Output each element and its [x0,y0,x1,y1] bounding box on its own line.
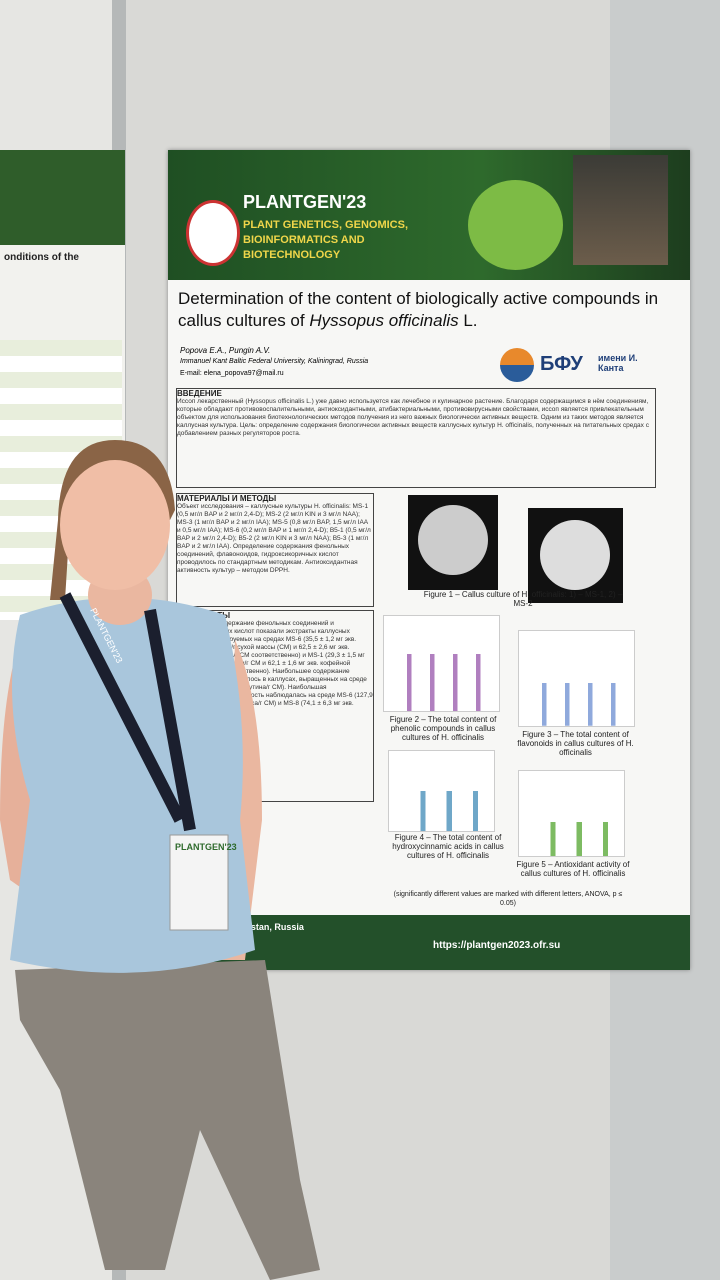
figure-caption: Figure 3 – The total content of flavonoi… [517,730,634,757]
figure-chart [388,750,495,832]
figure-caption: Figure 1 – Callus culture of H. officina… [423,590,623,608]
badge [169,834,229,931]
petri-dish [418,505,488,575]
poster: PLANTGEN'23 PLANT GENETICS, GENOMICS, BI… [168,150,690,970]
section-heading: ВВЕДЕНИЕ [177,389,222,398]
email: E-mail: elena_popova97@mail.ru [180,370,284,377]
face [60,460,170,590]
methods-box: МАТЕРИАЛЫ И МЕТОДЫ Объект исследования –… [176,493,374,607]
university-logo: БФУ [540,353,583,375]
affiliation: Immanuel Kant Baltic Federal University,… [180,358,369,365]
figure-caption: Figure 4 – The total content of hydroxyc… [392,833,504,860]
figure-caption: Figure 2 – The total content of phenolic… [389,715,497,742]
intro-box: ВВЕДЕНИЕ Иссоп лекарственный (Hyssopus o… [176,388,656,488]
title-text: Determination of the content of biologic… [178,289,659,330]
title-species: Hyssopus officinalis [309,311,459,330]
results-box: РЕЗУЛЬТАТЫ Наибольшее содержание фенольн… [176,610,374,802]
petri-dish [540,520,610,590]
url: https://plantgen2023.ofr.su [433,940,561,951]
conference-logo [186,200,240,266]
title: Determination of the content of biologic… [178,288,678,332]
university-logo-icon [500,348,534,382]
section-heading: МАТЕРИАЛЫ И МЕТОДЫ [177,494,277,503]
university-logo-sub: имени И. Канта [598,353,638,373]
lanyard [59,592,196,832]
figure-caption: Figure 5 – Antioxidant activity of callu… [516,860,630,878]
section-text: Объект исследования – каллусные культуры… [177,503,371,574]
conference-name: PLANT GENETICS, GENOMICS, BIOINFORMATICS… [243,219,409,261]
left-poster-heading: onditions of the [4,252,79,263]
header-plant [468,180,563,270]
section-text: Иссоп лекарственный (Hyssopus officinali… [177,398,649,437]
figure-chart [518,770,625,857]
pants [15,960,320,1280]
title-text: L. [458,311,478,330]
left-poster-banner [0,150,125,245]
brand: PLANTGEN'23 [243,192,367,212]
figure-chart [383,615,500,712]
authors: Popova E.A., Pungin A.V. [180,346,271,355]
figure-chart [518,630,635,727]
footnote: (significantly different values are mark… [393,891,623,907]
badge-text: PLANTGEN'23 [175,842,237,852]
header-photo [573,155,668,265]
petri-photo [528,508,623,603]
petri-photo [408,495,498,590]
section-text: Наибольшее содержание фенольных соединен… [177,620,373,715]
